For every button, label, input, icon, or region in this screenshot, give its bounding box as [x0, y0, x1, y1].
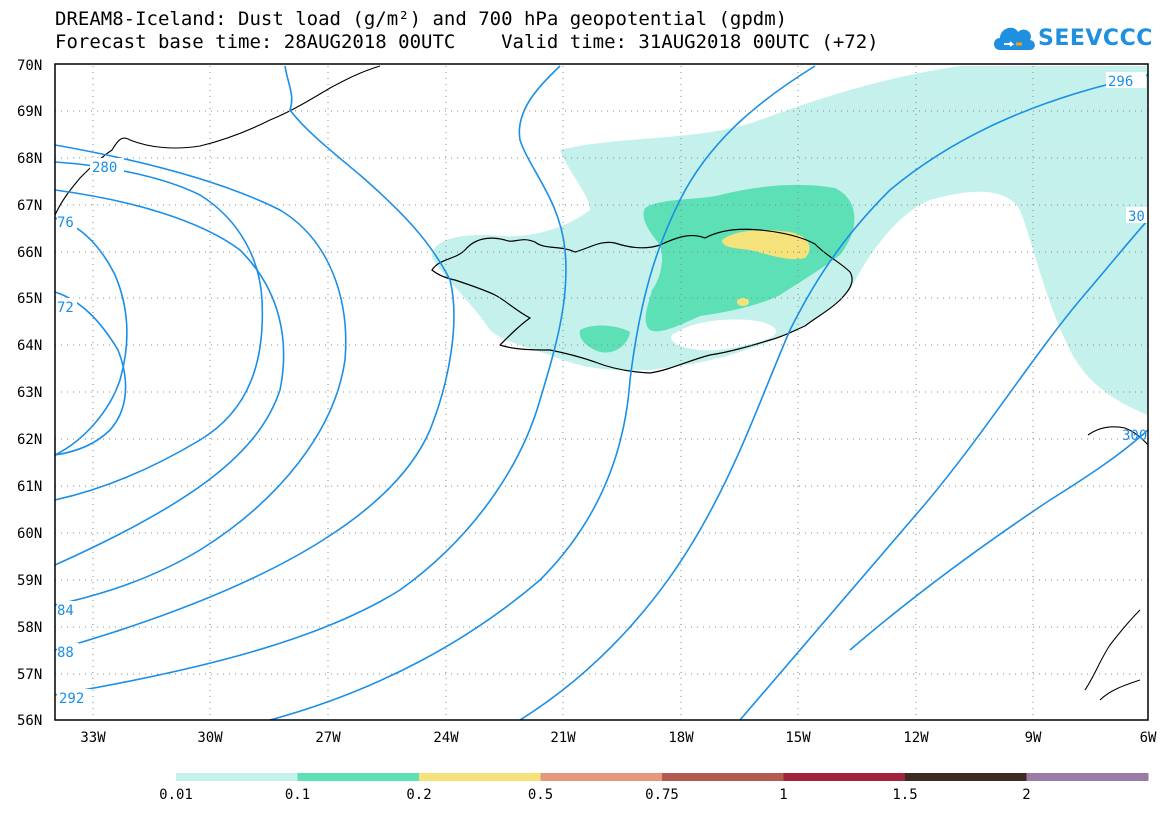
forecast-times: Forecast base time: 28AUG2018 00UTC Vali…: [55, 31, 879, 53]
lon-label: 9W: [1025, 730, 1042, 746]
longitude-labels: 33W 30W 27W 24W 21W 18W 15W 12W 9W 6W: [80, 730, 1157, 746]
dust-area-mid: [579, 325, 630, 353]
legend-label: 0.5: [527, 787, 554, 803]
legend-label: 0.01: [159, 787, 193, 803]
contour-label: 292: [59, 691, 84, 707]
contour-label: 280: [92, 160, 117, 176]
greenland-coastline: [55, 65, 381, 216]
legend-label: 1.5: [892, 787, 918, 803]
lat-label: 61N: [17, 479, 42, 495]
lon-label: 15W: [785, 730, 811, 746]
contour-line: [269, 65, 816, 720]
contour-line: [519, 74, 1148, 720]
lat-lon-grid: [55, 66, 1148, 720]
legend-label: 0.1: [284, 787, 311, 803]
contour-line: [739, 219, 1148, 720]
iceland-coastline: [431, 228, 853, 374]
contour-line: [55, 217, 128, 456]
lat-label: 62N: [17, 432, 42, 448]
contour-labels: 280 296 76 72 84 88 292 30 300: [57, 72, 1148, 707]
lon-label: 33W: [80, 730, 106, 746]
lon-label: 30W: [197, 730, 223, 746]
legend-swatch: [540, 773, 663, 781]
contour-line: [849, 429, 1148, 651]
lat-label: 57N: [17, 667, 42, 683]
contour-line: [55, 144, 347, 606]
contour-line: [55, 65, 567, 696]
contour-line: [55, 161, 264, 501]
lat-label: 56N: [17, 713, 42, 729]
dust-area-high: [737, 298, 749, 306]
contour-label: 76: [57, 215, 74, 231]
contour-label: 88: [57, 645, 74, 661]
dust-free-patch: [671, 319, 777, 351]
lat-label: 59N: [17, 573, 42, 589]
seevccc-logo: SEEVCCC: [990, 20, 1152, 60]
lat-label: 58N: [17, 620, 42, 636]
scotland-coastline: [1084, 609, 1141, 701]
legend-swatch: [662, 773, 784, 781]
geopotential-contours: [55, 65, 1148, 720]
legend-label: 2: [1022, 787, 1031, 803]
lon-label: 21W: [550, 730, 576, 746]
lon-label: 27W: [315, 730, 341, 746]
lat-label: 63N: [17, 385, 42, 401]
contour-line: [55, 189, 285, 566]
legend-swatch: [905, 773, 1027, 781]
lon-label: 6W: [1140, 730, 1157, 746]
contour-line: [55, 291, 127, 456]
contour-label: 300: [1122, 428, 1147, 444]
legend-label: 0.75: [645, 787, 679, 803]
contour-label: 72: [57, 300, 74, 316]
legend-swatch: [783, 773, 906, 781]
contour-label: 296: [1108, 74, 1133, 90]
lat-label: 60N: [17, 526, 42, 542]
lon-label: 12W: [903, 730, 929, 746]
map-title: DREAM8-Iceland: Dust load (g/m²) and 700…: [55, 8, 788, 30]
legend-swatch: [1026, 773, 1149, 781]
lat-label: 70N: [17, 58, 42, 74]
lon-label: 24W: [433, 730, 459, 746]
latitude-labels: 70N 69N 68N 67N 66N 65N 64N 63N 62N 61N …: [17, 58, 42, 729]
legend-label: 0.2: [406, 787, 432, 803]
lat-label: 69N: [17, 104, 42, 120]
dust-area-mid: [643, 184, 855, 332]
lat-label: 65N: [17, 291, 42, 307]
faroe-coastline: [1087, 426, 1148, 446]
legend-swatch: [419, 773, 541, 781]
lat-label: 68N: [17, 151, 42, 167]
legend-colorbar: [176, 773, 1149, 781]
logo-text: SEEVCCC: [1038, 26, 1153, 51]
legend-swatch: [297, 773, 420, 781]
lat-label: 66N: [17, 245, 42, 261]
lat-label: 64N: [17, 338, 42, 354]
contour-label: 30: [1128, 209, 1145, 225]
lon-label: 18W: [668, 730, 694, 746]
legend-swatch: [176, 773, 298, 781]
lat-label: 67N: [17, 198, 42, 214]
contour-line: [55, 65, 455, 651]
legend-label: 1: [779, 787, 788, 803]
map-frame: [54, 63, 1149, 721]
cloud-icon: [994, 27, 1035, 50]
contour-label: 84: [57, 603, 74, 619]
